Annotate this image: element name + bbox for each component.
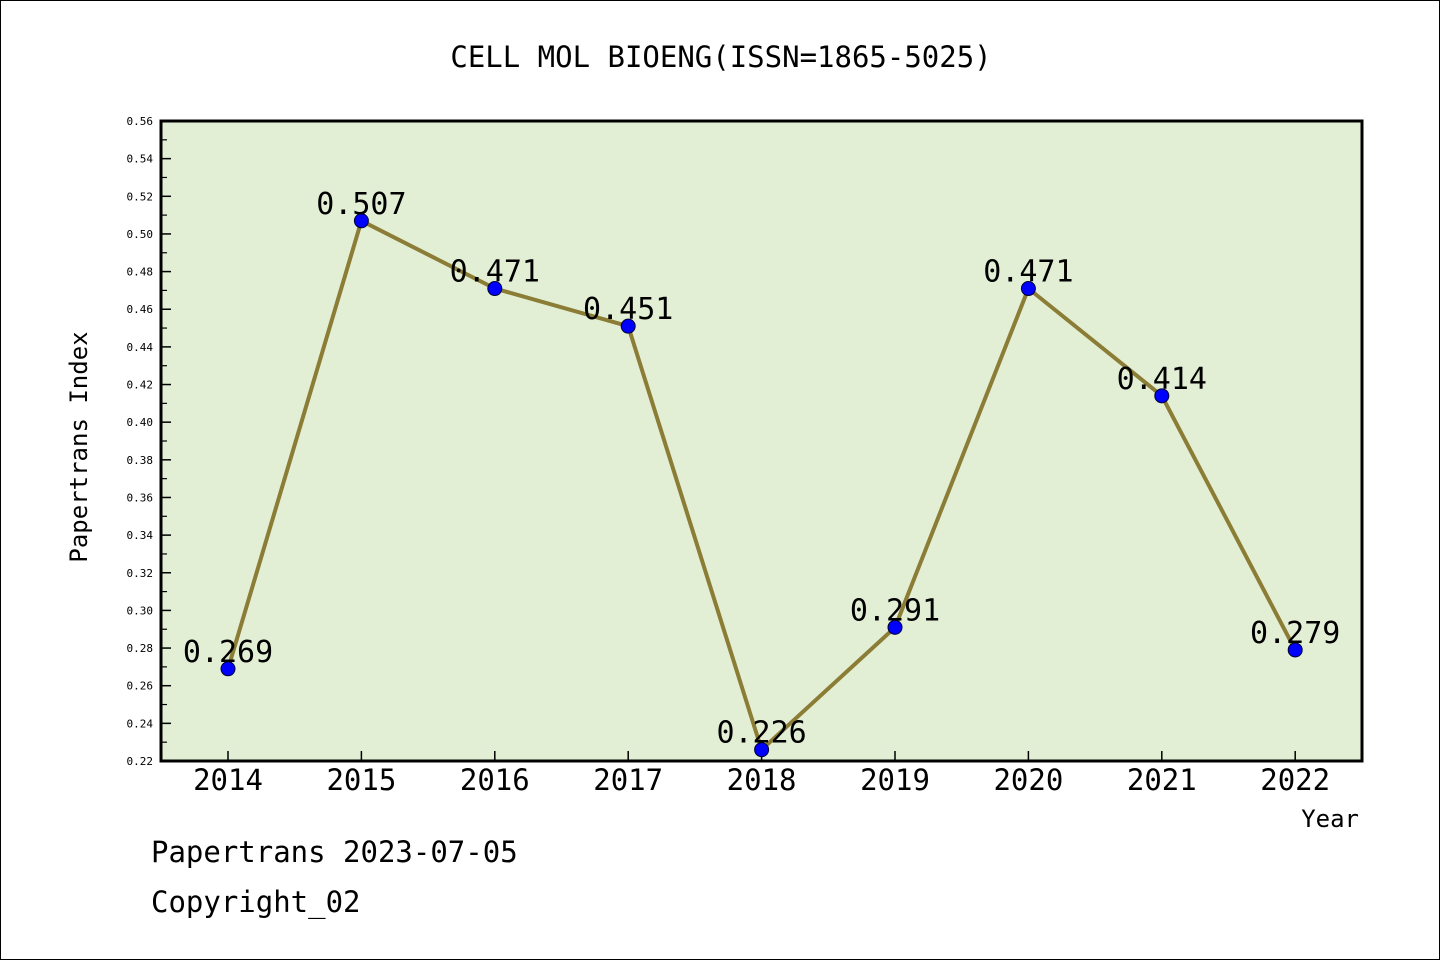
data-label: 0.226 [716, 716, 806, 751]
data-point [353, 213, 369, 229]
y-tick-label: 0.24 [127, 717, 154, 730]
data-label: 0.279 [1250, 616, 1340, 651]
y-tick-label: 0.28 [127, 642, 154, 655]
data-point [1287, 642, 1303, 658]
data-label: 0.414 [1117, 362, 1207, 397]
y-tick-label: 0.38 [127, 454, 154, 467]
y-tick-label: 0.52 [127, 190, 154, 203]
y-tick-label: 0.32 [127, 567, 154, 580]
data-point [1020, 281, 1036, 297]
data-label: 0.451 [583, 292, 673, 327]
y-tick-label: 0.22 [127, 755, 154, 768]
data-label: 0.269 [183, 635, 273, 670]
y-tick-label: 0.34 [127, 529, 154, 542]
x-tick-label: 2016 [460, 763, 530, 797]
x-tick-label: 2019 [860, 763, 930, 797]
y-tick-label: 0.30 [127, 604, 154, 617]
x-tick-label: 2020 [993, 763, 1063, 797]
data-point [887, 619, 903, 635]
y-tick-label: 0.50 [127, 228, 154, 241]
x-tick-label: 2017 [593, 763, 663, 797]
y-tick-label: 0.36 [127, 491, 154, 504]
y-tick-label: 0.26 [127, 680, 154, 693]
y-tick-label: 0.44 [127, 341, 154, 354]
data-point [220, 661, 236, 677]
y-axis-label: Papertrans Index [65, 331, 93, 562]
y-tick-label: 0.54 [127, 153, 154, 166]
footer-date: Papertrans 2023-07-05 [151, 835, 518, 869]
chart-title: CELL MOL BIOENG(ISSN=1865-5025) [450, 40, 991, 74]
x-axis: 2014 2015 2016 2017 2018 2019 2020 2021 2022 [193, 751, 1330, 797]
data-point [754, 742, 770, 758]
data-point [487, 281, 503, 297]
x-tick-label: 2018 [727, 763, 797, 797]
y-axis: 0.22 0.24 0.26 0.28 0.30 0.32 0.34 0.36 0.38 0.40… [127, 115, 171, 768]
data-label: 0.291 [850, 593, 940, 628]
y-tick-label: 0.56 [127, 115, 154, 128]
x-tick-label: 2021 [1127, 763, 1197, 797]
data-point [620, 318, 636, 334]
y-tick-label: 0.48 [127, 266, 154, 279]
y-tick-label: 0.42 [127, 379, 154, 392]
data-markers [220, 213, 1303, 758]
x-tick-label: 2015 [326, 763, 396, 797]
footer-copyright: Copyright_02 [151, 885, 361, 919]
y-tick-label: 0.46 [127, 303, 154, 316]
data-label: 0.471 [450, 255, 540, 290]
data-labels: 0.269 0.507 0.471 0.451 0.226 0.291 0.471 0.414… [183, 187, 1341, 751]
x-axis-label: Year [1301, 805, 1359, 833]
x-tick-label: 2014 [193, 763, 263, 797]
data-point [1154, 388, 1170, 404]
data-label: 0.507 [316, 187, 406, 222]
y-tick-label: 0.40 [127, 416, 154, 429]
x-tick-label: 2022 [1260, 763, 1330, 797]
data-label: 0.471 [983, 255, 1073, 290]
